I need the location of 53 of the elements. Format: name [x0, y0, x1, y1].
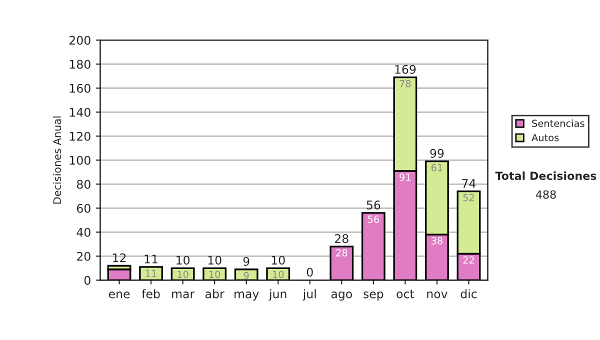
x-tick-label: ago	[331, 292, 352, 301]
y-tick-label: 140	[70, 108, 90, 117]
x-tick-label: nov	[427, 292, 448, 298]
total-label: 10	[272, 256, 285, 265]
data-label: 78	[400, 80, 411, 88]
x-tick-label: feb	[142, 289, 160, 298]
total-label: 28	[335, 234, 348, 244]
x-tick-label: jun	[268, 289, 286, 301]
total-label: 99	[430, 148, 444, 158]
y-tick-label: 200	[70, 36, 90, 45]
total-label: 12	[113, 253, 126, 262]
y-tick-label: 0	[84, 276, 90, 285]
x-tick-label: abr	[205, 289, 224, 298]
total-label: 11	[144, 254, 158, 264]
x-tick-label: jul	[302, 289, 316, 301]
data-label: 56	[368, 216, 379, 223]
total-label: 169	[395, 64, 416, 74]
x-tick-label: sep	[364, 292, 384, 301]
y-axis-title: Decisiones Anual	[53, 116, 62, 204]
legend-label: Autos	[532, 134, 559, 142]
total-label: 10	[176, 256, 190, 265]
y-tick-label: 80	[76, 180, 90, 189]
x-tick-label: dic	[460, 289, 477, 298]
data-label: 10	[272, 270, 284, 278]
data-label: 91	[400, 174, 410, 181]
y-tick-label: 100	[70, 156, 90, 165]
total-label: 74	[462, 179, 476, 188]
y-tick-label: 60	[76, 204, 90, 213]
data-label: 9	[244, 272, 249, 280]
total-label: 9	[243, 256, 250, 266]
x-tick-label: mar	[172, 292, 195, 298]
y-tick-label: 20	[77, 252, 90, 261]
y-tick-label: 40	[76, 228, 90, 237]
total-label: 10	[208, 256, 222, 265]
total-label: 56	[366, 200, 380, 210]
y-tick-label: 180	[70, 60, 90, 69]
data-label: 10	[209, 270, 220, 278]
x-tick-label: may	[234, 292, 259, 301]
data-label: 10	[178, 270, 188, 278]
total-label: 0	[306, 268, 313, 277]
legend-label: Sentencias	[532, 119, 584, 128]
data-label: 11	[146, 270, 156, 277]
y-tick-label: 120	[70, 132, 90, 141]
data-label: 28	[336, 249, 348, 256]
y-tick-label: 160	[70, 84, 90, 93]
data-label: 61	[431, 164, 442, 172]
x-tick-label: ene	[108, 292, 130, 298]
text: Total Decisiones	[495, 171, 596, 180]
data-label: 22	[463, 256, 474, 264]
data-label: 52	[463, 194, 474, 202]
data-label: 38	[432, 237, 442, 244]
x-tick-label: oct	[396, 290, 414, 298]
text: 488	[536, 190, 556, 199]
